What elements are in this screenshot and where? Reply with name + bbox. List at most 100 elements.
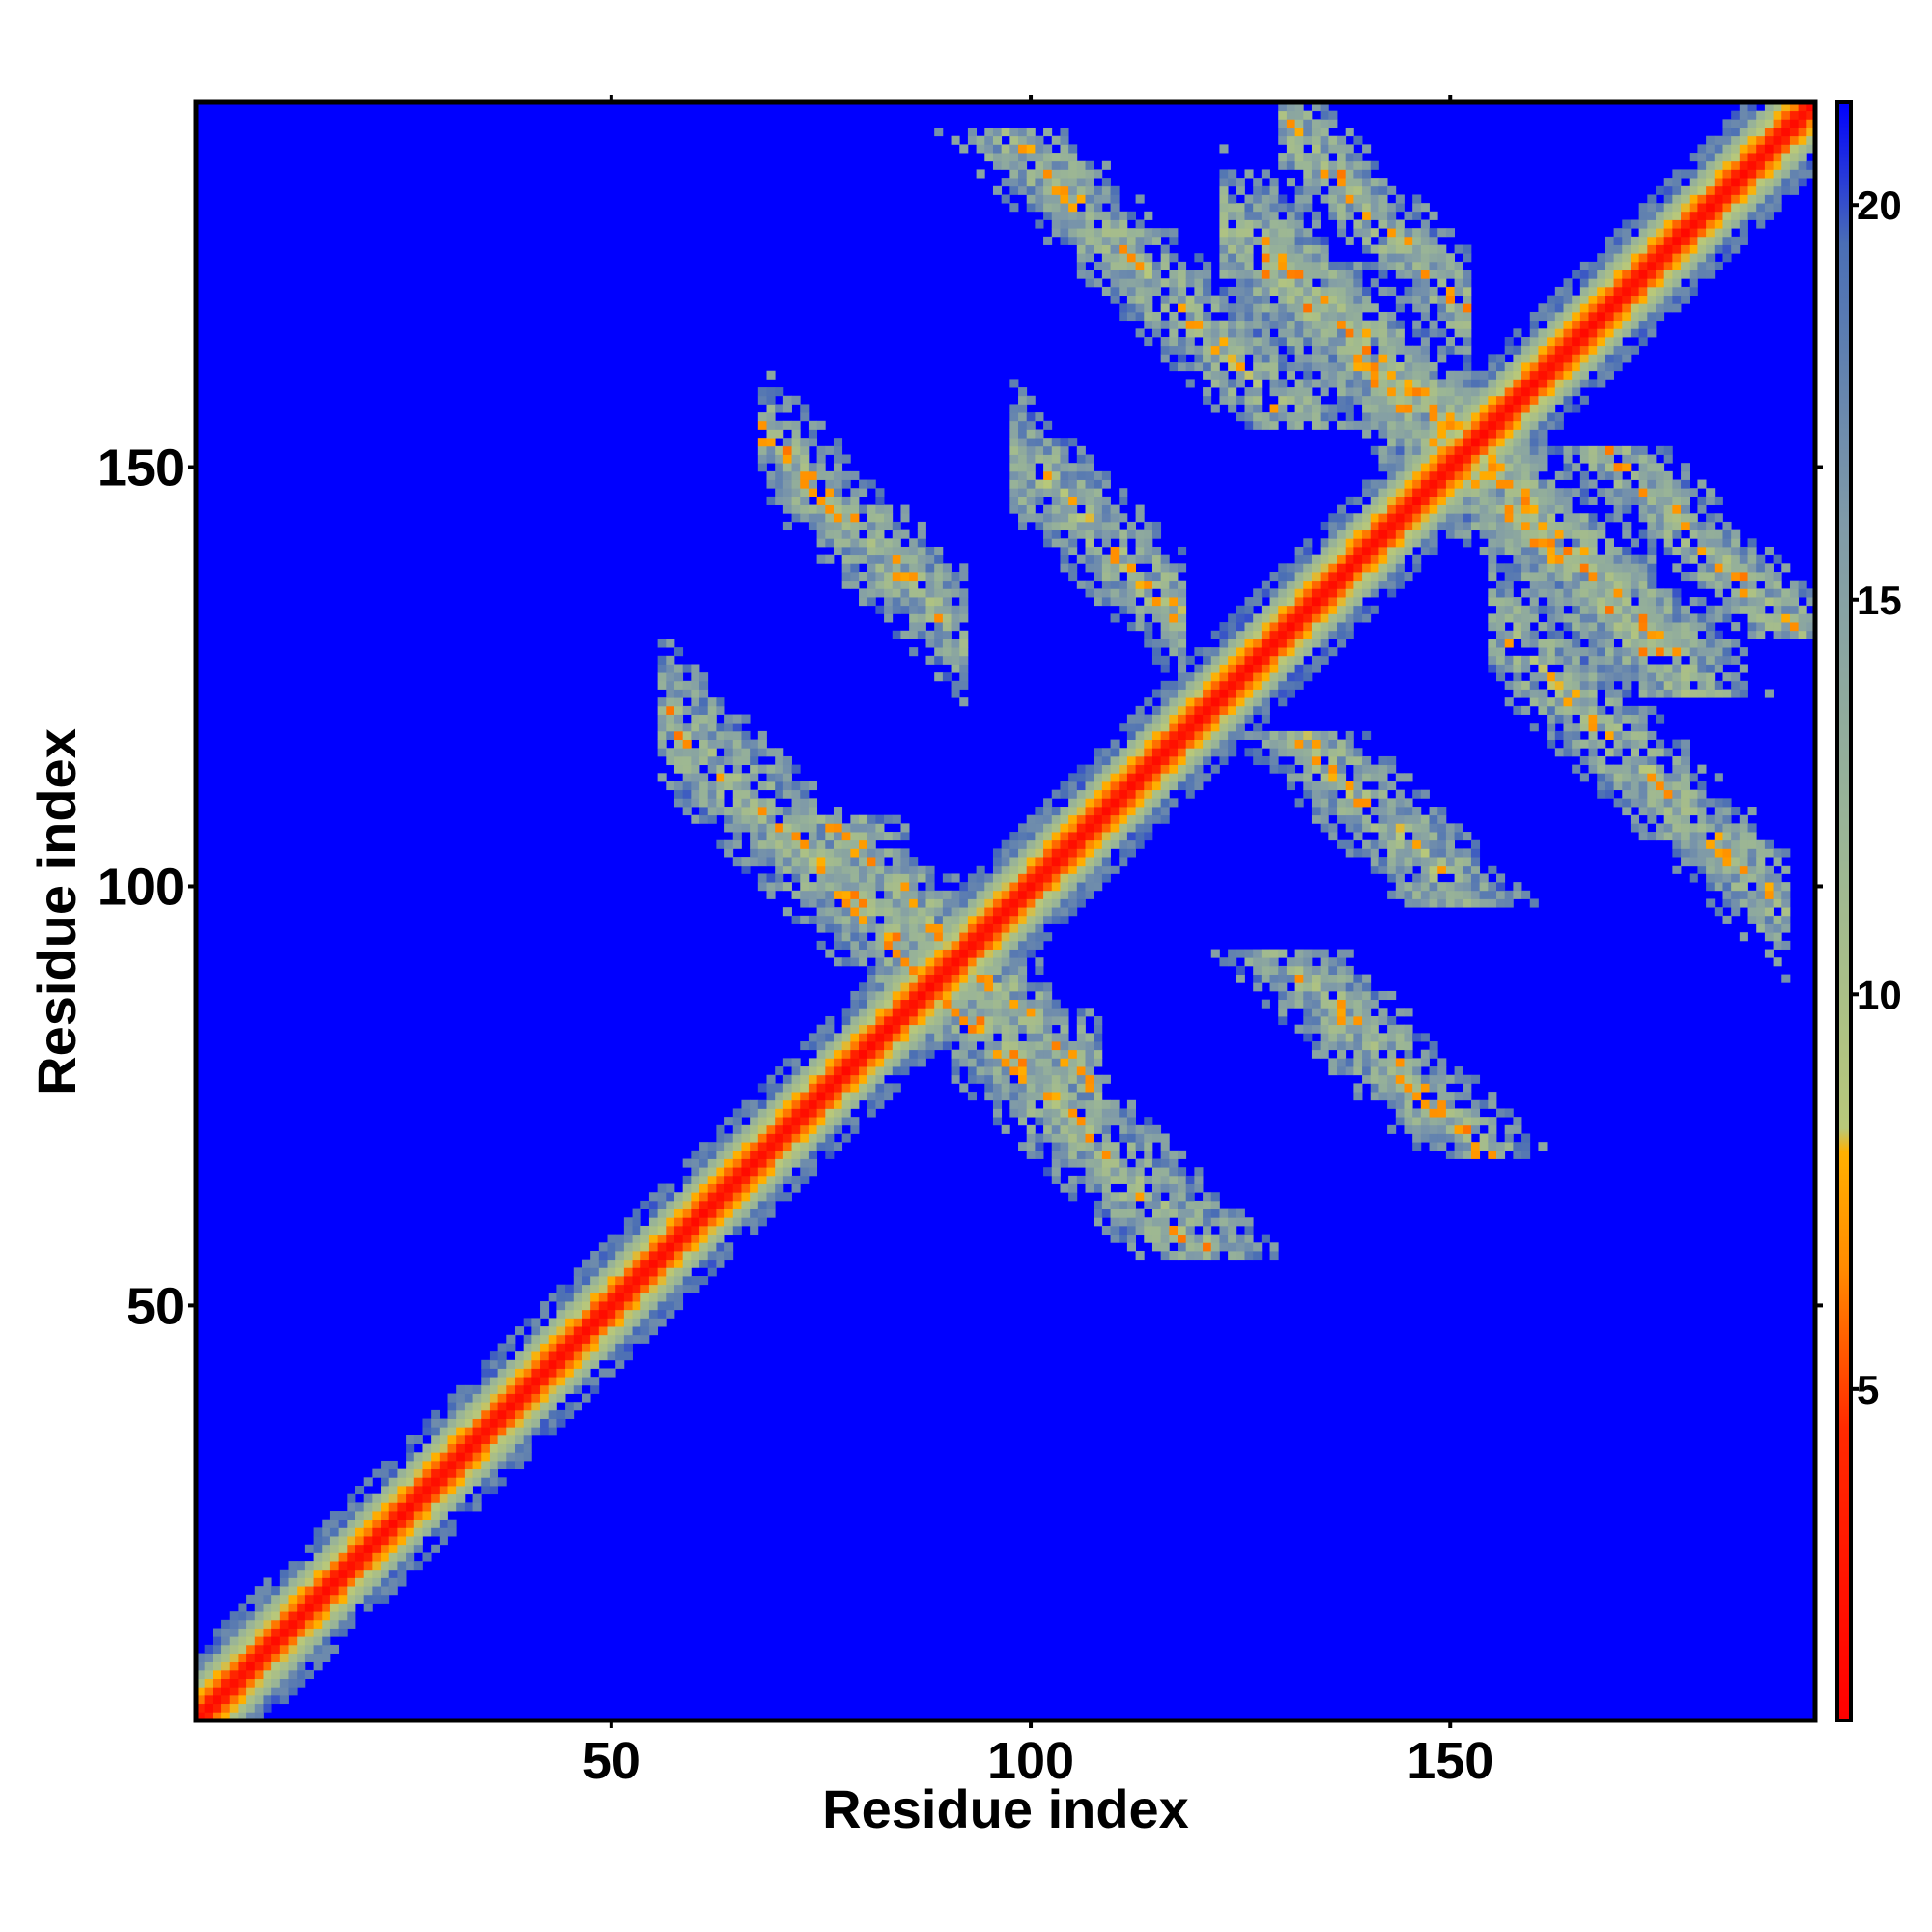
heatmap-cell xyxy=(1101,748,1111,757)
heatmap-cell xyxy=(1362,982,1372,992)
heatmap-cell xyxy=(472,1402,482,1411)
heatmap-cell xyxy=(732,1108,742,1118)
heatmap-cell xyxy=(1043,1015,1053,1026)
heatmap-cell xyxy=(875,965,885,975)
heatmap-cell xyxy=(1387,563,1397,573)
heatmap-cell xyxy=(1126,839,1136,849)
heatmap-cell xyxy=(825,865,835,874)
heatmap-cell xyxy=(514,1393,525,1403)
heatmap-cell xyxy=(1320,135,1329,145)
heatmap-cell xyxy=(1018,144,1028,154)
heatmap-cell xyxy=(1035,932,1044,942)
heatmap-cell xyxy=(1303,412,1313,422)
heatmap-cell xyxy=(1311,128,1321,137)
heatmap-cell xyxy=(859,538,868,548)
heatmap-cell xyxy=(447,1527,457,1537)
heatmap-cell xyxy=(673,705,684,715)
heatmap-cell xyxy=(1203,311,1212,322)
heatmap-cell xyxy=(1286,119,1295,128)
heatmap-cell xyxy=(1337,965,1347,975)
heatmap-cell xyxy=(1169,328,1179,338)
heatmap-cell xyxy=(967,1092,977,1101)
heatmap-cell xyxy=(992,907,1003,917)
heatmap-cell xyxy=(1320,153,1329,162)
heatmap-cell xyxy=(556,1359,566,1369)
heatmap-cell xyxy=(925,907,935,917)
heatmap-cell xyxy=(1151,546,1162,556)
heatmap-cell xyxy=(1085,873,1094,883)
heatmap-cell xyxy=(1261,261,1270,270)
heatmap-cell xyxy=(741,773,751,782)
heatmap-cell xyxy=(1261,219,1270,229)
heatmap-cell xyxy=(1370,563,1379,573)
heatmap-cell xyxy=(775,1167,784,1177)
heatmap-cell xyxy=(850,470,860,480)
heatmap-cell xyxy=(1337,622,1347,632)
heatmap-cell xyxy=(1320,814,1329,824)
heatmap-cell xyxy=(1160,807,1170,816)
heatmap-cell xyxy=(1060,1024,1069,1034)
heatmap-cell xyxy=(372,1536,382,1546)
heatmap-cell xyxy=(1320,554,1329,564)
heatmap-cell xyxy=(909,563,919,573)
heatmap-cell xyxy=(598,1368,608,1378)
heatmap-cell xyxy=(1253,211,1263,220)
heatmap-cell xyxy=(1328,286,1338,297)
heatmap-cell xyxy=(808,488,818,497)
heatmap-cell xyxy=(1135,504,1145,514)
heatmap-cell xyxy=(1144,529,1153,539)
heatmap-cell xyxy=(1387,496,1397,505)
heatmap-cell xyxy=(1328,185,1338,195)
heatmap-cell xyxy=(413,1519,423,1528)
heatmap-cell xyxy=(909,923,919,933)
heatmap-cell xyxy=(648,1259,659,1268)
heatmap-cell xyxy=(1203,286,1212,297)
heatmap-cell xyxy=(447,1409,457,1419)
heatmap-cell xyxy=(1378,857,1388,867)
heatmap-cell xyxy=(497,1435,507,1444)
heatmap-cell xyxy=(1060,1158,1069,1168)
heatmap-cell xyxy=(397,1519,407,1528)
heatmap-cell xyxy=(1286,680,1295,690)
heatmap-cell xyxy=(1286,672,1295,682)
heatmap-cell xyxy=(1126,848,1136,858)
heatmap-cell xyxy=(1294,999,1304,1009)
heatmap-cell xyxy=(1126,1217,1136,1227)
heatmap-cell xyxy=(1110,1099,1120,1109)
heatmap-cell xyxy=(775,755,784,766)
heatmap-cell xyxy=(447,1452,457,1462)
heatmap-cell xyxy=(1286,613,1295,623)
heatmap-cell xyxy=(808,1058,818,1067)
heatmap-cell xyxy=(406,1435,415,1444)
heatmap-cell xyxy=(1009,1015,1019,1026)
heatmap-cell xyxy=(841,907,851,917)
heatmap-cell xyxy=(506,1427,516,1436)
heatmap-cell xyxy=(992,965,1003,975)
heatmap-cell xyxy=(673,739,684,749)
heatmap-cell xyxy=(934,647,944,657)
heatmap-cell xyxy=(666,1259,675,1268)
heatmap-cell xyxy=(917,940,926,950)
heatmap-cell xyxy=(1085,823,1094,833)
heatmap-cell xyxy=(1228,655,1237,665)
heatmap-cell xyxy=(640,1200,650,1209)
heatmap-cell xyxy=(833,882,843,892)
heatmap-cell xyxy=(1328,630,1338,639)
heatmap-cell xyxy=(1110,1225,1120,1236)
heatmap-cell xyxy=(497,1477,507,1487)
heatmap-cell xyxy=(808,1124,818,1134)
heatmap-cell xyxy=(699,714,709,724)
heatmap-cell xyxy=(741,714,751,724)
heatmap-cell xyxy=(1328,563,1338,573)
heatmap-cell xyxy=(892,957,901,967)
heatmap-cell xyxy=(1253,647,1263,657)
heatmap-cell xyxy=(1303,672,1313,682)
heatmap-cell xyxy=(313,1594,323,1604)
heatmap-cell xyxy=(732,1217,742,1227)
heatmap-cell xyxy=(657,672,667,682)
heatmap-cell xyxy=(925,563,935,573)
heatmap-cell xyxy=(1043,236,1053,245)
heatmap-cell xyxy=(875,1049,885,1059)
heatmap-cell xyxy=(900,1049,910,1059)
heatmap-cell xyxy=(640,1293,650,1302)
